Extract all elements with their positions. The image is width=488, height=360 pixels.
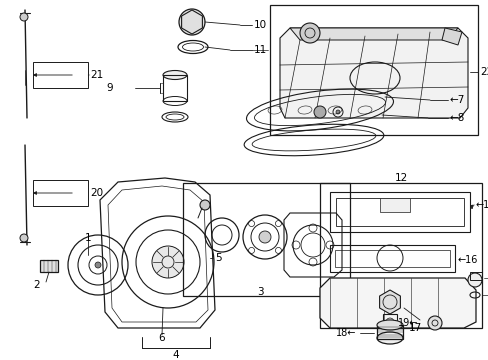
Circle shape xyxy=(385,318,393,326)
Bar xyxy=(319,183,481,328)
Bar xyxy=(269,5,477,135)
Text: 22: 22 xyxy=(479,67,488,77)
Polygon shape xyxy=(441,28,461,45)
Text: 6: 6 xyxy=(159,333,165,343)
Circle shape xyxy=(179,9,204,35)
Bar xyxy=(382,314,396,328)
Bar xyxy=(163,75,186,101)
Polygon shape xyxy=(379,290,400,314)
Circle shape xyxy=(20,13,28,21)
Text: 21: 21 xyxy=(90,70,103,80)
Bar xyxy=(33,62,88,88)
Bar xyxy=(183,183,349,296)
Ellipse shape xyxy=(163,71,186,80)
Circle shape xyxy=(299,23,319,43)
Bar xyxy=(33,180,88,206)
Circle shape xyxy=(335,110,339,114)
Circle shape xyxy=(200,200,209,210)
Circle shape xyxy=(313,106,325,118)
Text: 12: 12 xyxy=(393,173,407,183)
Polygon shape xyxy=(181,10,202,34)
Polygon shape xyxy=(289,28,457,40)
Text: 20: 20 xyxy=(90,188,103,198)
Bar xyxy=(469,272,481,280)
Text: 18←: 18← xyxy=(335,328,355,338)
Bar xyxy=(335,198,463,226)
Text: ←8: ←8 xyxy=(449,113,465,123)
Text: 9: 9 xyxy=(106,83,113,93)
Text: 10: 10 xyxy=(253,20,266,30)
Text: 17: 17 xyxy=(407,323,421,333)
Text: ←16: ←16 xyxy=(457,255,477,265)
Circle shape xyxy=(467,273,481,287)
Polygon shape xyxy=(319,278,475,328)
Bar xyxy=(379,198,409,212)
Bar xyxy=(376,325,402,339)
Text: 4: 4 xyxy=(172,350,179,360)
Circle shape xyxy=(20,234,28,242)
Text: 5: 5 xyxy=(215,253,221,263)
Text: 2: 2 xyxy=(34,280,40,290)
Text: ←7: ←7 xyxy=(449,95,465,105)
Ellipse shape xyxy=(376,332,402,344)
Polygon shape xyxy=(280,28,467,118)
Circle shape xyxy=(95,262,101,268)
Bar xyxy=(329,192,469,232)
Circle shape xyxy=(259,231,270,243)
Text: ←13: ←13 xyxy=(475,200,488,210)
Text: 19←: 19← xyxy=(397,318,417,328)
Text: 1: 1 xyxy=(84,233,91,243)
Circle shape xyxy=(427,316,441,330)
Text: 3: 3 xyxy=(256,287,263,297)
Ellipse shape xyxy=(376,320,402,330)
Bar xyxy=(40,260,58,272)
Circle shape xyxy=(152,246,183,278)
Text: 11: 11 xyxy=(253,45,267,55)
